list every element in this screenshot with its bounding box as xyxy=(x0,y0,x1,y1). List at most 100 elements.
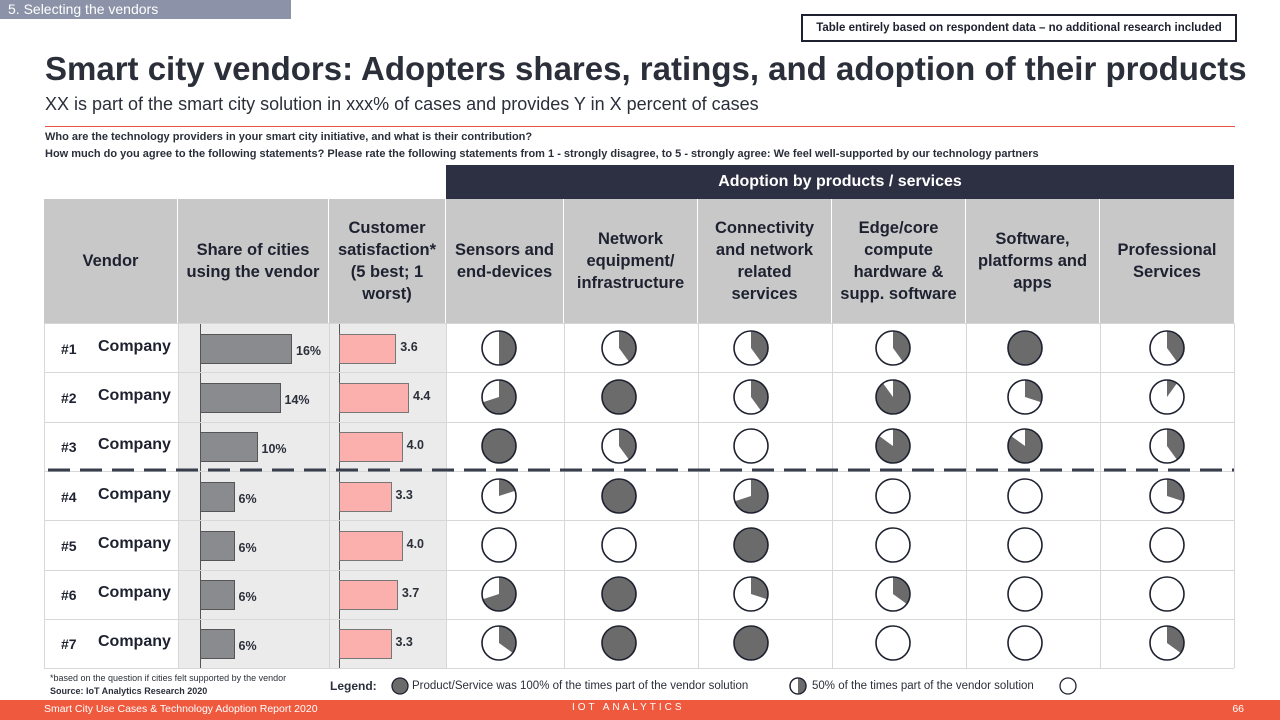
adoption-pie-icon xyxy=(1007,625,1043,662)
column-divider xyxy=(1234,323,1235,668)
adoption-pie-icon xyxy=(1007,379,1043,415)
footer-page-number: 66 xyxy=(1232,703,1244,715)
share-bar xyxy=(200,333,292,364)
share-bar-label: 14% xyxy=(284,392,310,407)
adoption-pie-icon xyxy=(1149,329,1185,366)
adoption-pie-icon xyxy=(601,527,637,563)
adoption-pie-icon xyxy=(601,477,637,514)
adoption-pie-icon xyxy=(875,527,911,563)
adoption-header: Adoption by products / services xyxy=(446,165,1234,199)
vendor-name: Company xyxy=(98,485,171,503)
page-title: Smart city vendors: Adopters shares, rat… xyxy=(45,50,1247,87)
share-bar-label: 16% xyxy=(296,343,322,358)
data-source-note: Table entirely based on respondent data … xyxy=(801,14,1237,42)
row-divider xyxy=(44,520,1234,522)
adoption-pie-icon xyxy=(1149,576,1185,612)
footnote-satisfaction: *based on the question if cities felt su… xyxy=(50,673,287,683)
adoption-pie-icon xyxy=(481,329,517,366)
row-divider xyxy=(44,569,1234,571)
column-divider xyxy=(698,323,699,668)
adoption-pie-icon xyxy=(733,329,769,366)
adoption-pie-icon xyxy=(875,477,911,514)
vendor-name: Company xyxy=(98,386,171,404)
adoption-pie-icon xyxy=(1007,477,1043,514)
adoption-pie-icon xyxy=(875,428,911,465)
legend-full-pie-icon xyxy=(391,677,409,695)
row-divider xyxy=(44,372,1234,374)
legend-half-text: 50% of the times part of the vendor solu… xyxy=(812,680,1034,692)
satisfaction-bar xyxy=(339,432,403,463)
vendor-rank: #7 xyxy=(61,636,77,653)
satisfaction-bar xyxy=(339,481,392,512)
adoption-pie-icon xyxy=(481,576,517,612)
adoption-pie-icon xyxy=(1007,329,1043,366)
top-three-divider xyxy=(48,468,1234,472)
adoption-pie-icon xyxy=(875,625,911,662)
adoption-pie-icon xyxy=(733,428,769,465)
adoption-pie-icon xyxy=(1007,428,1043,465)
adoption-pie-icon xyxy=(1149,477,1185,514)
satisfaction-bar xyxy=(339,580,398,611)
adoption-pie-icon xyxy=(481,625,517,662)
row-divider xyxy=(44,668,1234,670)
column-divider xyxy=(446,323,447,668)
legend-full-text: Product/Service was 100% of the times pa… xyxy=(412,680,749,692)
adoption-pie-icon xyxy=(1007,527,1043,563)
adoption-pie-icon xyxy=(875,329,911,366)
share-bar-label: 10% xyxy=(261,442,287,457)
adoption-pie-icon xyxy=(481,379,517,415)
adoption-pie-icon xyxy=(1149,379,1185,415)
col-header-connectivity: Connectivity and network related service… xyxy=(698,199,832,323)
satisfaction-bar-label: 4.4 xyxy=(413,388,431,403)
col-header-network: Network equipment/ infrastructure xyxy=(564,199,698,323)
satisfaction-bar-label: 3.6 xyxy=(400,339,418,354)
col-header-services: Professional Services xyxy=(1100,199,1234,323)
adoption-pie-icon xyxy=(601,428,637,465)
column-divider xyxy=(178,323,179,668)
col-header-vendor: Vendor xyxy=(44,199,178,323)
vendor-rank: #5 xyxy=(61,537,77,554)
adoption-pie-icon xyxy=(733,576,769,612)
footer-bar: Smart City Use Cases & Technology Adopti… xyxy=(0,700,1280,720)
satisfaction-bar xyxy=(339,333,397,364)
satisfaction-bar-label: 4.0 xyxy=(406,536,425,551)
satisfaction-bar xyxy=(339,629,392,660)
col-header-satisfaction: Customer satisfaction* (5 best; 1 worst) xyxy=(329,199,446,323)
row-divider xyxy=(44,421,1234,423)
share-bar-label: 6% xyxy=(238,491,257,506)
adoption-pie-icon xyxy=(601,329,637,366)
share-bar xyxy=(200,432,258,463)
column-divider xyxy=(1100,323,1101,668)
satisfaction-bar-label: 3.3 xyxy=(395,635,413,650)
vendor-rank: #6 xyxy=(61,587,77,604)
share-bar xyxy=(200,481,235,512)
share-bar-label: 6% xyxy=(238,540,257,555)
vendor-name: Company xyxy=(98,534,171,552)
col-header-sensors: Sensors and end-devices xyxy=(446,199,564,323)
satisfaction-bar xyxy=(339,530,403,561)
col-header-share: Share of cities using the vendor xyxy=(178,199,329,323)
satisfaction-bar-label: 3.3 xyxy=(395,487,413,502)
col-header-edge-compute: Edge/core compute hardware & supp. softw… xyxy=(832,199,966,323)
adoption-pie-icon xyxy=(601,625,637,662)
title-divider xyxy=(45,126,1235,127)
share-bar xyxy=(200,382,281,413)
adoption-pie-icon xyxy=(1007,576,1043,612)
share-bar xyxy=(200,530,235,561)
vendor-name: Company xyxy=(98,436,171,454)
page-subtitle: XX is part of the smart city solution in… xyxy=(45,94,759,114)
adoption-pie-icon xyxy=(875,379,911,415)
adoption-pie-icon xyxy=(1149,428,1185,465)
satisfaction-bar-label: 3.7 xyxy=(401,586,420,601)
share-bar-label: 6% xyxy=(238,639,257,654)
legend-empty-pie-icon xyxy=(1059,677,1077,695)
column-divider xyxy=(832,323,833,668)
adoption-pie-icon xyxy=(601,576,637,612)
legend-title: Legend: xyxy=(330,679,377,693)
adoption-pie-icon xyxy=(601,379,637,415)
adoption-pie-icon xyxy=(481,477,517,514)
footnote-source: Source: IoT Analytics Research 2020 xyxy=(50,686,208,696)
vendor-name: Company xyxy=(98,584,171,602)
legend-half-pie-icon xyxy=(789,677,807,695)
section-tab: 5. Selecting the vendors xyxy=(0,0,291,19)
